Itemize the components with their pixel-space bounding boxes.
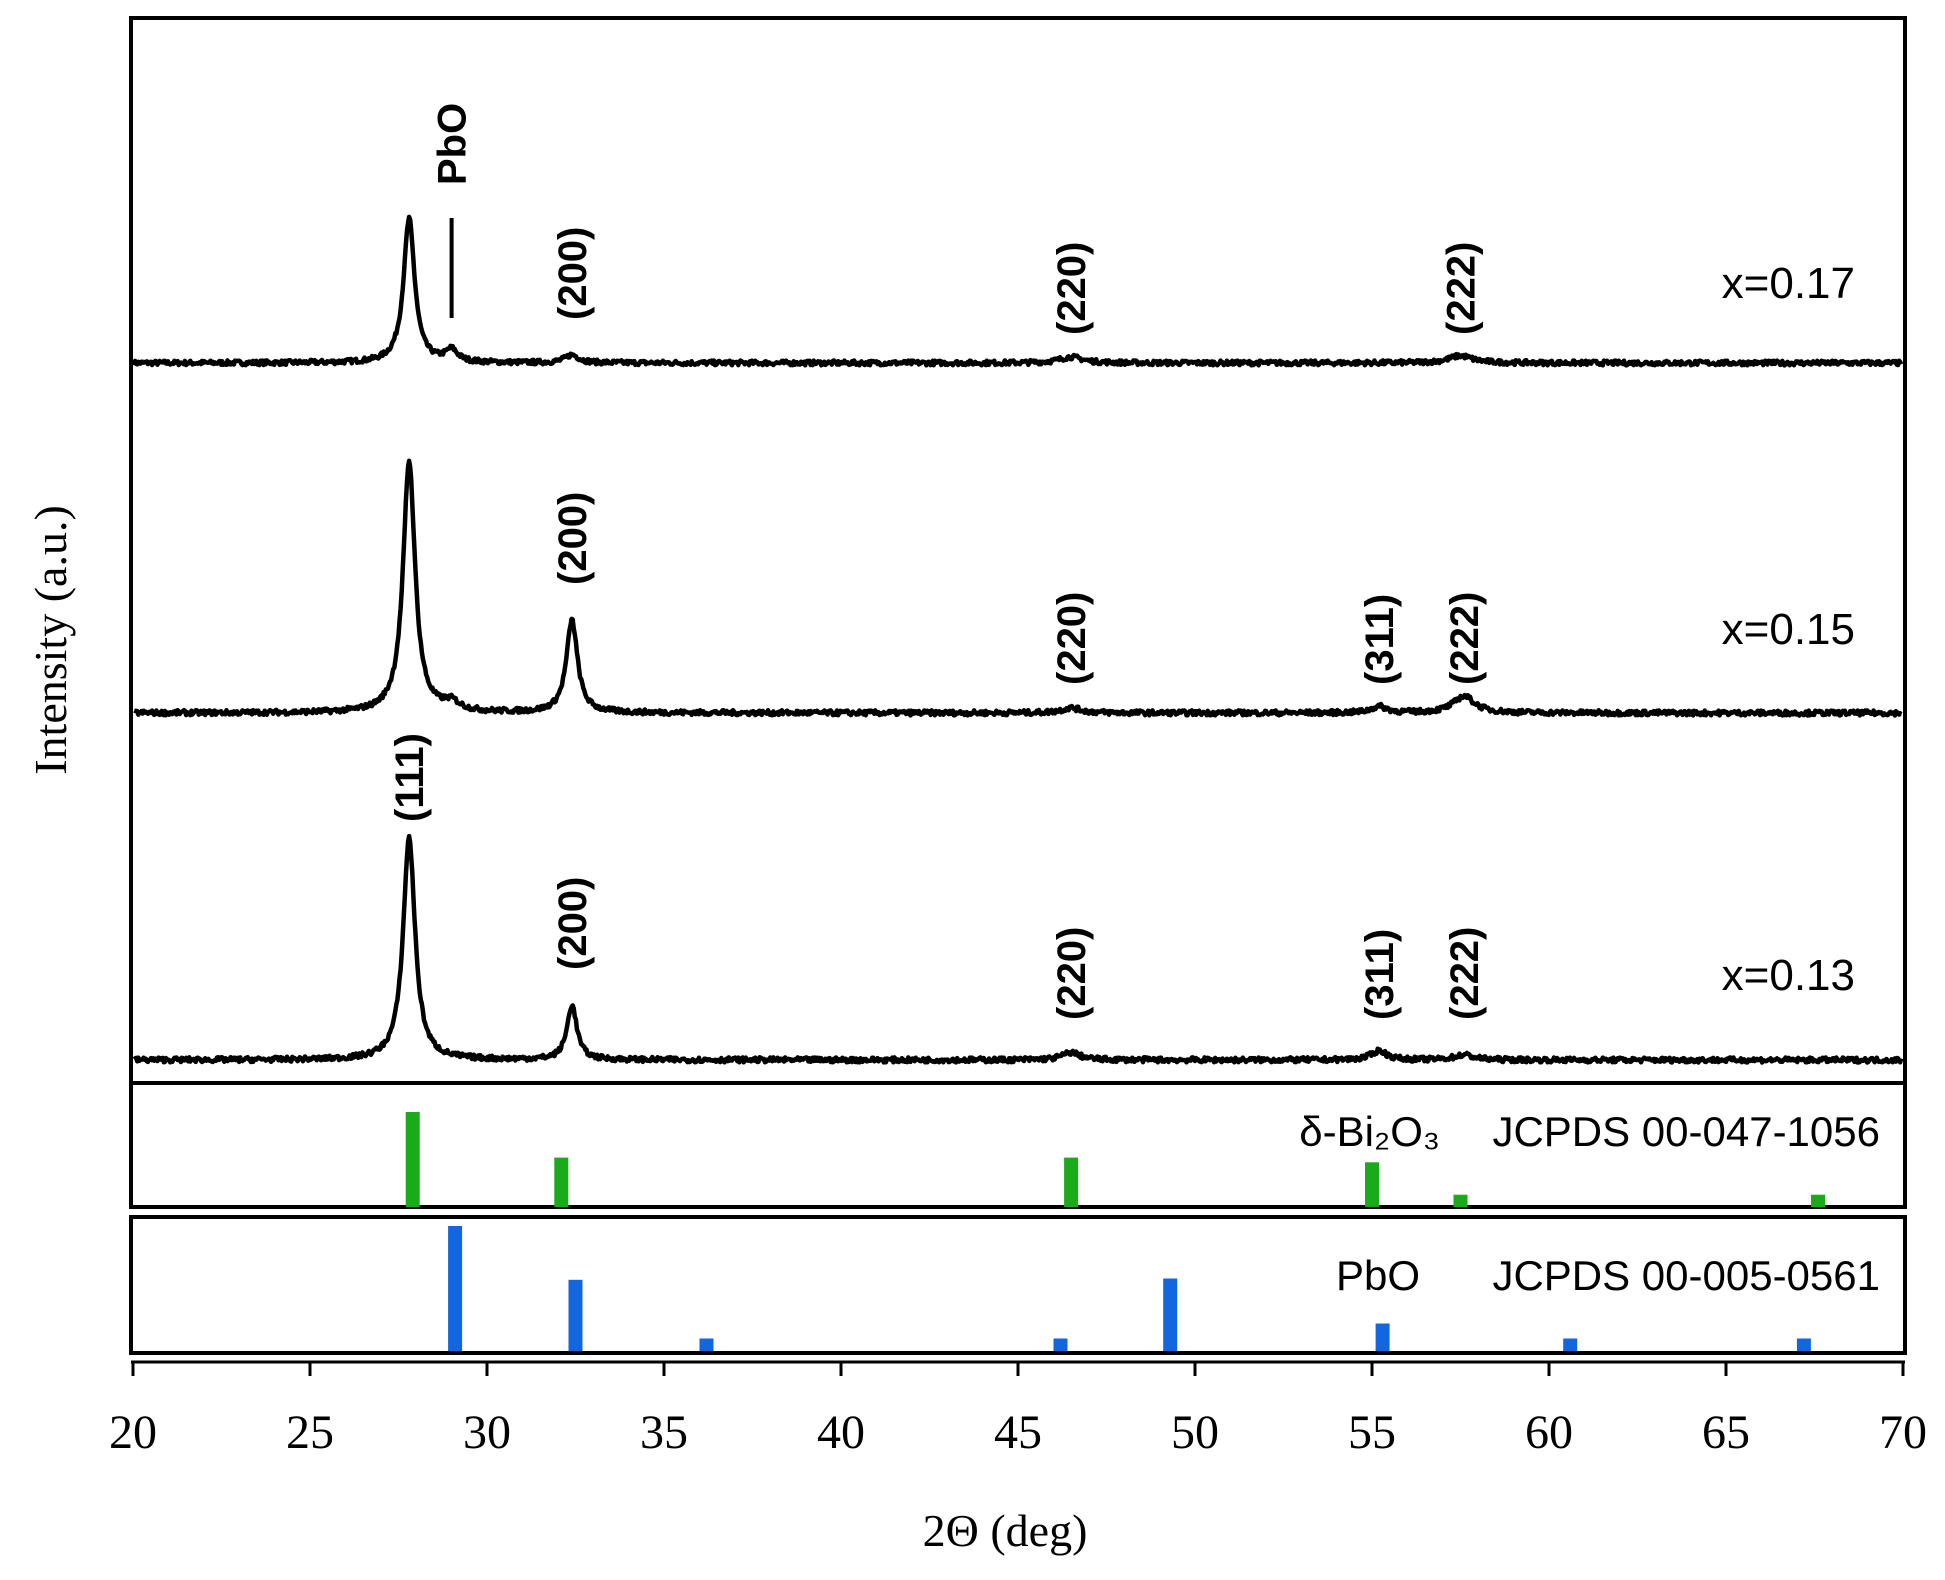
reference-bar <box>699 1338 714 1351</box>
reference-bar <box>1796 1338 1811 1351</box>
reference-card-label: JCPDS 00-047-1056 <box>1492 1108 1880 1155</box>
peak-label: (311) <box>1358 929 1402 1020</box>
reference-bar <box>1064 1157 1079 1207</box>
reference-bar <box>1053 1338 1068 1351</box>
y-axis-label: Intensity (a.u.) <box>25 505 76 775</box>
peak-label: (222) <box>1440 242 1484 335</box>
x-tick-label: 60 <box>1525 1406 1573 1459</box>
series-name: x=0.15 <box>1722 605 1855 654</box>
x-tick-label: 70 <box>1879 1406 1927 1459</box>
xrd-trace <box>132 458 1903 718</box>
x-tick-label: 45 <box>994 1406 1042 1459</box>
peak-labels: PbO (200) (220) (222) (200) (220) (311) (222) (1… <box>388 103 1487 1020</box>
reference-bar <box>554 1157 569 1207</box>
x-tick-label: 55 <box>1348 1406 1396 1459</box>
peak-label: (220) <box>1050 592 1094 685</box>
reference-labels: δ-Bi₂O₃ JCPDS 00-047-1056 PbO JCPDS 00-005-… <box>1299 1108 1880 1299</box>
reference-bar <box>448 1226 463 1351</box>
peak-label: (222) <box>1443 592 1487 685</box>
xrd-trace <box>132 833 1904 1065</box>
series-name: x=0.13 <box>1722 951 1855 1000</box>
x-tick-label: 35 <box>640 1406 688 1459</box>
x-axis-label: 2Θ (deg) <box>923 1505 1088 1556</box>
reference-bars <box>405 1112 1825 1352</box>
main-panel-frame <box>129 16 1907 1085</box>
x-tick-label: 50 <box>1171 1406 1219 1459</box>
x-tick-label: 65 <box>1702 1406 1750 1459</box>
reference-bar <box>568 1279 583 1352</box>
series-name: x=0.17 <box>1722 259 1855 308</box>
x-tick-label: 30 <box>463 1406 511 1459</box>
reference-bar <box>1563 1338 1578 1351</box>
xrd-traces <box>131 214 1904 1065</box>
reference-bar <box>1365 1162 1379 1207</box>
reference-card-label: JCPDS 00-005-0561 <box>1492 1252 1880 1299</box>
x-tick-label: 20 <box>109 1406 157 1459</box>
pbo-reference-panel-frame <box>129 1215 1907 1355</box>
peak-label: (220) <box>1050 927 1094 1020</box>
bi2o3-reference-panel-frame <box>129 1081 1907 1209</box>
peak-label: (222) <box>1443 927 1487 1020</box>
x-axis: 20 25 30 35 40 45 50 55 60 65 70 <box>109 1360 1927 1459</box>
peak-label: (111) <box>388 733 432 822</box>
reference-bar <box>1163 1278 1178 1351</box>
peak-label: (200) <box>551 877 595 970</box>
reference-phase-label: δ-Bi₂O₃ <box>1299 1108 1440 1155</box>
reference-bar <box>405 1112 420 1207</box>
reference-bar <box>1375 1323 1390 1351</box>
peak-label: (200) <box>551 492 595 585</box>
series-names: x=0.17 x=0.15 x=0.13 <box>1722 259 1855 1000</box>
x-tick-label: 40 <box>817 1406 865 1459</box>
peak-label: (311) <box>1358 594 1402 685</box>
x-tick-label: 25 <box>286 1406 334 1459</box>
reference-phase-label: PbO <box>1336 1252 1420 1299</box>
reference-bar <box>1453 1194 1468 1207</box>
peak-label: PbO <box>431 103 475 185</box>
peak-label: (220) <box>1050 242 1094 335</box>
xrd-trace <box>131 214 1904 368</box>
peak-label: (200) <box>551 227 595 320</box>
reference-bar <box>1811 1194 1825 1207</box>
